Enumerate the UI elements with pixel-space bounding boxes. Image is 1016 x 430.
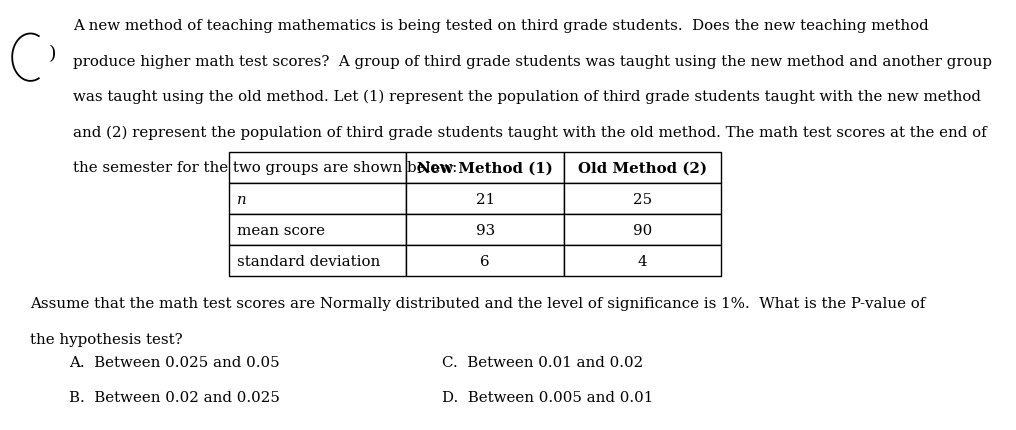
FancyBboxPatch shape	[406, 215, 564, 246]
Text: 25: 25	[633, 192, 652, 206]
Text: 21: 21	[475, 192, 495, 206]
Text: standard deviation: standard deviation	[237, 254, 380, 268]
Text: and (2) represent the population of third grade students taught with the old met: and (2) represent the population of thir…	[73, 125, 987, 139]
FancyBboxPatch shape	[229, 184, 406, 215]
FancyBboxPatch shape	[229, 246, 406, 276]
Text: D.  Between 0.005 and 0.01: D. Between 0.005 and 0.01	[442, 390, 653, 404]
Text: 6: 6	[481, 254, 490, 268]
Text: C.  Between 0.01 and 0.02: C. Between 0.01 and 0.02	[442, 355, 643, 369]
Text: was taught using the old method. Let (1) represent the population of third grade: was taught using the old method. Let (1)…	[73, 90, 981, 104]
FancyBboxPatch shape	[406, 246, 564, 276]
Text: n: n	[237, 192, 246, 206]
Text: A new method of teaching mathematics is being tested on third grade students.  D: A new method of teaching mathematics is …	[73, 19, 929, 33]
Text: ): )	[49, 45, 56, 63]
FancyBboxPatch shape	[229, 215, 406, 246]
Text: the semester for the two groups are shown below:: the semester for the two groups are show…	[73, 160, 457, 174]
Text: Old Method (2): Old Method (2)	[578, 161, 707, 175]
Text: Assume that the math test scores are Normally distributed and the level of signi: Assume that the math test scores are Nor…	[30, 297, 926, 310]
Text: the hypothesis test?: the hypothesis test?	[30, 332, 183, 346]
Text: B.  Between 0.02 and 0.025: B. Between 0.02 and 0.025	[69, 390, 280, 404]
Text: 90: 90	[633, 223, 652, 237]
FancyBboxPatch shape	[406, 153, 564, 184]
FancyBboxPatch shape	[564, 215, 721, 246]
Text: 93: 93	[475, 223, 495, 237]
Text: A.  Between 0.025 and 0.05: A. Between 0.025 and 0.05	[69, 355, 279, 369]
FancyBboxPatch shape	[564, 184, 721, 215]
Text: produce higher math test scores?  A group of third grade students was taught usi: produce higher math test scores? A group…	[73, 55, 993, 68]
FancyBboxPatch shape	[406, 184, 564, 215]
FancyBboxPatch shape	[229, 153, 406, 184]
FancyBboxPatch shape	[564, 153, 721, 184]
Text: mean score: mean score	[237, 223, 325, 237]
FancyBboxPatch shape	[564, 246, 721, 276]
Text: New Method (1): New Method (1)	[418, 161, 553, 175]
Text: 4: 4	[638, 254, 647, 268]
